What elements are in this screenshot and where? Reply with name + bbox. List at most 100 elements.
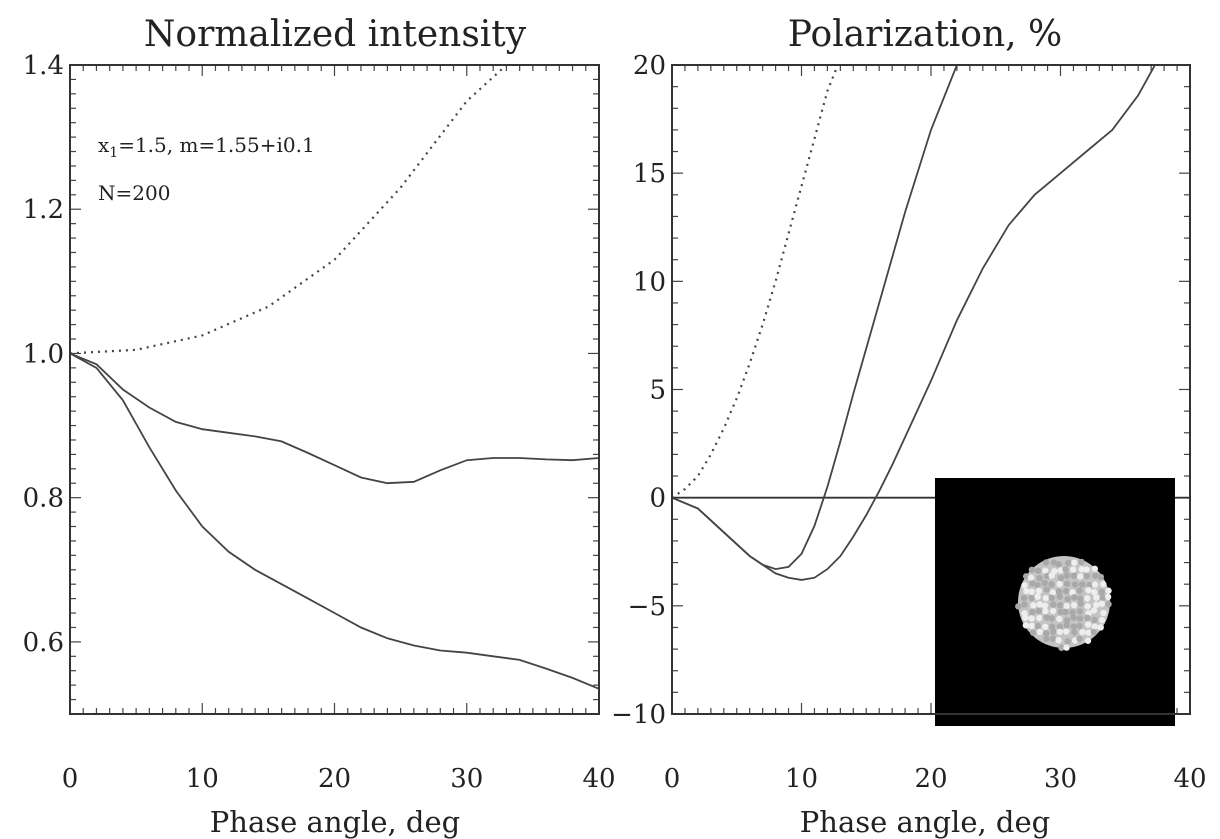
aggregate-sphere: [1084, 637, 1092, 644]
aggregate-sphere: [1055, 588, 1063, 595]
aggregate-sphere: [1085, 629, 1092, 636]
aggregate-sphere: [1083, 595, 1091, 602]
aggregate-sphere: [1056, 580, 1063, 588]
aggregate-sphere: [1035, 607, 1043, 615]
polarization-y-tick-label: −10: [611, 700, 666, 730]
aggregate-sphere: [1104, 593, 1112, 601]
aggregate-sphere: [1029, 580, 1036, 587]
aggregate-sphere: [1076, 615, 1084, 622]
aggregate-sphere: [1056, 593, 1063, 600]
aggregate-sphere: [1041, 579, 1048, 587]
aggregate-sphere: [1076, 587, 1083, 594]
intensity-x-tick-label: 0: [62, 764, 79, 794]
aggregate-spheres: [1015, 558, 1112, 651]
polarization-x-tick-label: 30: [1044, 764, 1077, 794]
aggregate-sphere: [1076, 573, 1084, 580]
polarization-y-tick-label: 20: [633, 51, 666, 81]
aggregate-sphere: [1063, 580, 1071, 587]
polarization-x-tick-label: 0: [664, 764, 681, 794]
aggregate-sphere: [1093, 594, 1100, 601]
aggregate-sphere: [1062, 608, 1069, 616]
aggregate-sphere: [1036, 574, 1043, 582]
aggregate-sphere: [1050, 628, 1057, 635]
aggregate-sphere: [1090, 607, 1098, 614]
polarization-series-1-solid-line: [672, 65, 958, 571]
intensity-y-tick-label: 1.4: [23, 51, 64, 81]
particle-inset: [935, 478, 1175, 726]
intensity-panel: Normalized intensity 0 10 20 30 40 0.6 0.8 1.0…: [23, 14, 616, 839]
aggregate-sphere: [1064, 595, 1071, 603]
aggregate-sphere: [1071, 629, 1078, 636]
aggregate-sphere: [1063, 622, 1070, 629]
aggregate-sphere: [1070, 623, 1078, 630]
polarization-y-tick-label: 15: [633, 159, 666, 189]
aggregate-sphere: [1028, 622, 1035, 630]
aggregate-sphere: [1042, 608, 1049, 615]
aggregate-sphere: [1079, 629, 1086, 636]
aggregate-sphere: [1029, 629, 1037, 636]
intensity-x-tick-label: 10: [186, 764, 219, 794]
polarization-series: [672, 65, 1156, 581]
aggregate-sphere: [1090, 628, 1097, 636]
aggregate-sphere: [1050, 601, 1057, 608]
aggregate-sphere: [1076, 608, 1083, 615]
intensity-y-tick-labels: 0.6 0.8 1.0 1.2 1.4: [23, 51, 64, 658]
polarization-x-tick-labels: 0 10 20 30 40: [664, 764, 1207, 794]
aggregate-sphere: [1056, 628, 1063, 635]
intensity-y-tick-label: 1.0: [23, 339, 64, 369]
aggregate-sphere: [1084, 614, 1091, 622]
aggregate-sphere: [1093, 601, 1100, 609]
aggregate-sphere: [1056, 602, 1064, 609]
aggregate-sphere: [1063, 572, 1071, 579]
aggregate-sphere: [1091, 616, 1098, 624]
aggregate-sphere: [1028, 615, 1035, 622]
aggregate-sphere: [1043, 586, 1050, 593]
intensity-x-axis-label: Phase angle, deg: [210, 805, 460, 839]
aggregate-sphere: [1105, 601, 1112, 608]
aggregate-sphere: [1099, 594, 1107, 601]
intensity-y-tick-label: 0.6: [23, 628, 64, 658]
aggregate-sphere: [1063, 602, 1070, 610]
aggregate-sphere: [1083, 572, 1091, 580]
aggregate-sphere: [1085, 586, 1092, 594]
aggregate-sphere: [1057, 567, 1064, 574]
aggregate-sphere: [1034, 622, 1042, 630]
intensity-y-tick-label: 0.8: [23, 484, 64, 514]
aggregate-sphere: [1070, 572, 1078, 579]
aggregate-sphere: [1048, 581, 1055, 588]
aggregate-sphere: [1076, 635, 1083, 643]
aggregate-sphere: [1050, 607, 1057, 615]
intensity-x-tick-label: 20: [318, 764, 351, 794]
aggregate-sphere: [1098, 616, 1106, 624]
aggregate-sphere: [1043, 635, 1050, 643]
aggregate-sphere: [1021, 582, 1028, 589]
aggregate-sphere: [1105, 587, 1112, 594]
aggregate-sphere: [1076, 622, 1083, 630]
intensity-x-tick-labels: 0 10 20 30 40: [62, 764, 616, 794]
aggregate-sphere: [1070, 594, 1078, 601]
size-parameter-subscript: 1: [109, 145, 118, 161]
aggregate-sphere: [1020, 594, 1028, 602]
aggregate-sphere: [1030, 602, 1037, 609]
aggregate-sphere: [1100, 609, 1107, 617]
aggregate-sphere: [1064, 559, 1072, 567]
aggregate-sphere: [1048, 623, 1056, 630]
aggregate-sphere: [1056, 623, 1064, 630]
aggregate-sphere: [1035, 587, 1043, 595]
aggregate-sphere: [1062, 566, 1069, 573]
aggregate-sphere: [1055, 561, 1062, 568]
polarization-series-2-solid-line: [672, 65, 1156, 581]
intensity-y-tick-label: 1.2: [23, 195, 64, 225]
aggregate-sphere: [1036, 614, 1043, 622]
aggregate-sphere: [1049, 589, 1057, 596]
aggregate-sphere: [1079, 581, 1086, 588]
aggregate-sphere: [1077, 600, 1084, 607]
aggregate-sphere: [1070, 614, 1077, 621]
aggregate-sphere: [1042, 567, 1049, 574]
aggregate-sphere: [1029, 608, 1036, 616]
aggregate-sphere: [1043, 630, 1050, 637]
polarization-x-tick-label: 20: [914, 764, 947, 794]
aggregate-sphere: [1022, 614, 1029, 621]
aggregate-sphere: [1034, 581, 1041, 589]
